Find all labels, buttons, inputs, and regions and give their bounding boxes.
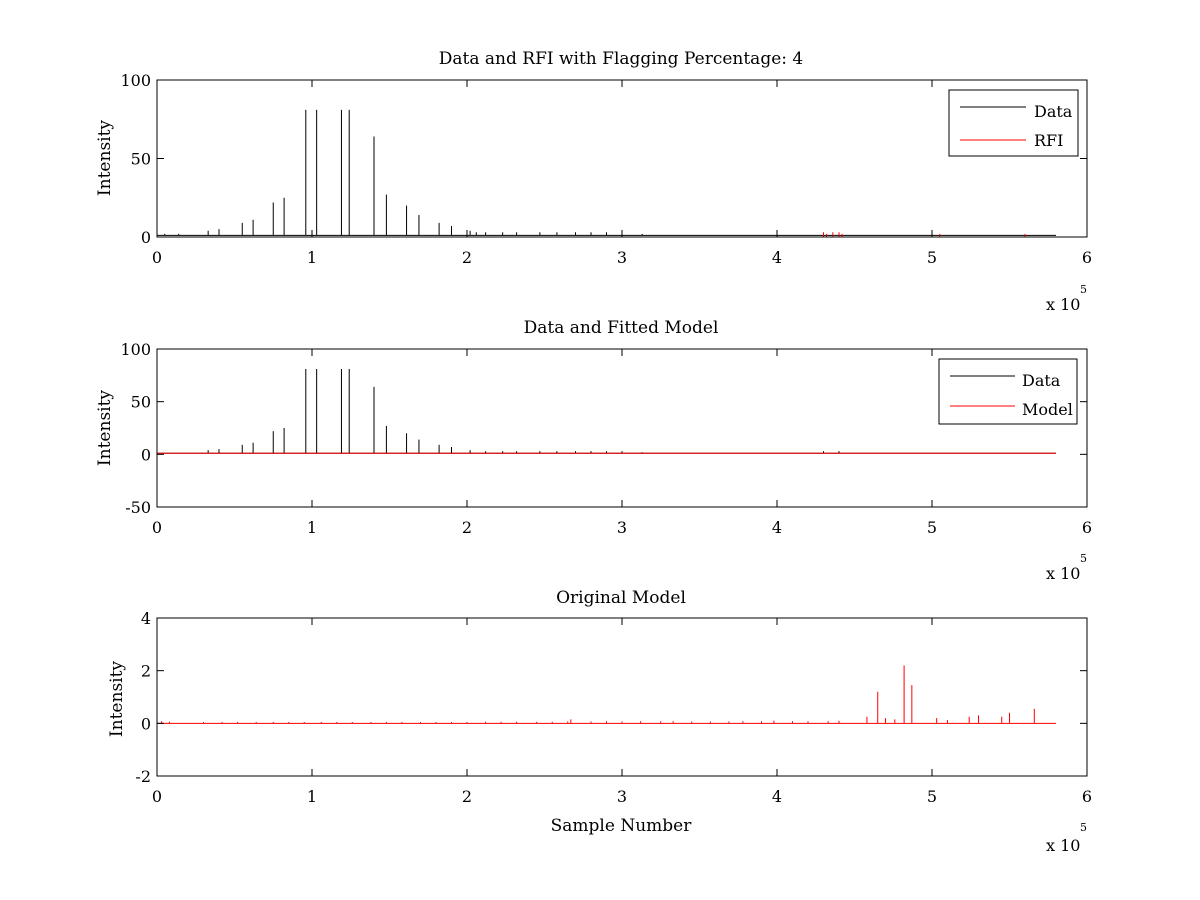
panel-2-legend-box [938,358,1078,425]
panel-2-ylabel: Intensity [95,390,115,466]
panel-1-xtick-label-6: 6 [1082,248,1092,267]
panel-1-ytick-label-0: 0 [141,228,151,247]
panel-3-title: Original Model [556,588,686,608]
panel-3-ytick-label-1: 0 [141,714,151,733]
panel-2-legend-label-data: Data [1022,371,1061,390]
panel-1-xtick-label-1: 1 [307,248,317,267]
panel-1-legend-label-data: Data [1034,102,1073,121]
panel-3-x-exponent-power: 5 [1080,821,1087,834]
panel-1-ticks: 0 1 2 3 4 5 6 0 50 100 [120,71,1092,267]
panel-1-xtick-label-2: 2 [462,248,472,267]
panel-1-xtick-label-5: 5 [927,248,937,267]
panel-3-ytick-label-3: 4 [141,609,151,628]
panel-3-xtick-label-1: 1 [307,787,317,806]
panel-3-xtick-label-5: 5 [927,787,937,806]
panel-1-legend-label-rfi: RFI [1034,131,1063,150]
panel-2-series [157,369,1056,454]
panel-1-ylabel: Intensity [95,120,115,196]
panel-3-plot-area [157,618,1087,776]
panel-1-x-exponent-base: x 10 [1046,295,1080,314]
panel-3-xlabel: Sample Number [551,816,693,836]
panel-2-x-exponent: x 10 [1046,564,1080,583]
panel-2-ytick-label-2: 50 [131,393,151,412]
panel-1-series-0 [157,109,1056,236]
panel-2-xtick-label-4: 4 [772,518,782,537]
panel-1-ytick-label-2: 100 [120,71,151,90]
panel-2-x-exponent-power: 5 [1080,552,1087,565]
panel-2-xtick-label-5: 5 [927,518,937,537]
panel-3-ylabel: Intensity [107,661,127,737]
panel-3-xtick-label-4: 4 [772,787,782,806]
panel-2-legend-label-model: Model [1022,400,1073,419]
panel-3-x-exponent-base: x 10 [1046,836,1080,855]
panel-1-legend: Data RFI [948,89,1079,157]
panel-original-model: Original Model Intensity Sample Number 0… [107,588,1092,855]
panel-2-title: Data and Fitted Model [524,318,719,338]
panel-1-title: Data and RFI with Flagging Percentage: 4 [439,49,803,69]
panel-1-xtick-label-3: 3 [617,248,627,267]
panel-2-ytick-label-0: -50 [125,498,151,517]
panel-3-ytick-label-0: -2 [135,767,151,786]
panel-3-xtick-label-3: 3 [617,787,627,806]
panel-1-x-exponent: x 10 [1046,295,1080,314]
panel-1-ytick-label-1: 50 [131,150,151,169]
panel-1-xtick-label-4: 4 [772,248,782,267]
panel-2-legend: Data Model [938,358,1078,425]
panel-3-ytick-label-2: 2 [141,662,151,681]
panel-1-plot-area [157,80,1087,237]
panel-3-xtick-label-0: 0 [152,787,162,806]
panel-2-plot-area [157,349,1087,507]
panel-2-xtick-label-1: 1 [307,518,317,537]
panel-rfi-flagging: Data and RFI with Flagging Percentage: 4… [95,49,1092,314]
panel-3-series-0 [157,665,1056,724]
panel-1-xtick-label-0: 0 [152,248,162,267]
panel-2-x-exponent-base: x 10 [1046,564,1080,583]
panel-3-x-exponent: x 10 [1046,836,1080,855]
panel-2-xtick-label-3: 3 [617,518,627,537]
panel-3-series [157,665,1056,724]
panel-3-xtick-label-2: 2 [462,787,472,806]
panel-2-ytick-label-3: 100 [120,340,151,359]
panel-2-ytick-label-1: 0 [141,445,151,464]
panel-fitted-model: Data and Fitted Model Intensity 0 1 2 3 4 5 6 -… [95,318,1092,583]
panel-2-xtick-label-6: 6 [1082,518,1092,537]
panel-1-x-exponent-power: 5 [1080,283,1087,296]
panel-1-legend-box [948,89,1079,157]
panel-3-xtick-label-6: 6 [1082,787,1092,806]
panel-2-xtick-label-2: 2 [462,518,472,537]
panel-2-xtick-label-0: 0 [152,518,162,537]
